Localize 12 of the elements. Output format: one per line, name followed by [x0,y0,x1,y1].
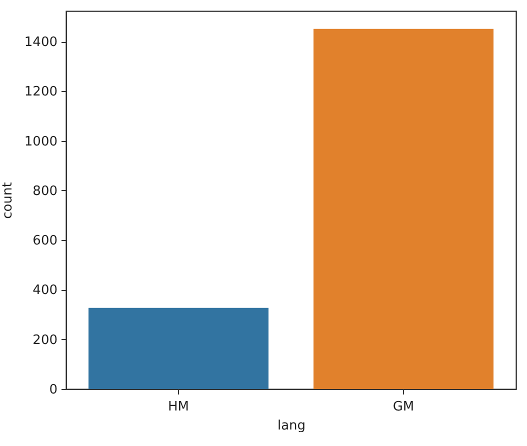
x-tick-label: GM [392,400,414,414]
x-axis-title: lang [277,418,306,434]
y-axis-title: count [0,182,16,219]
y-tick-label: 0 [49,382,58,398]
y-tick-label: 1200 [24,84,58,100]
y-tick-label: 800 [32,184,58,199]
y-tick-label: 600 [32,234,58,249]
y-tick-label: 1000 [24,134,58,150]
y-tick-label: 200 [32,332,58,348]
y-tick-label: 400 [32,283,58,298]
x-tick-label: HM [168,400,189,414]
y-tick-label: 1400 [24,35,58,50]
